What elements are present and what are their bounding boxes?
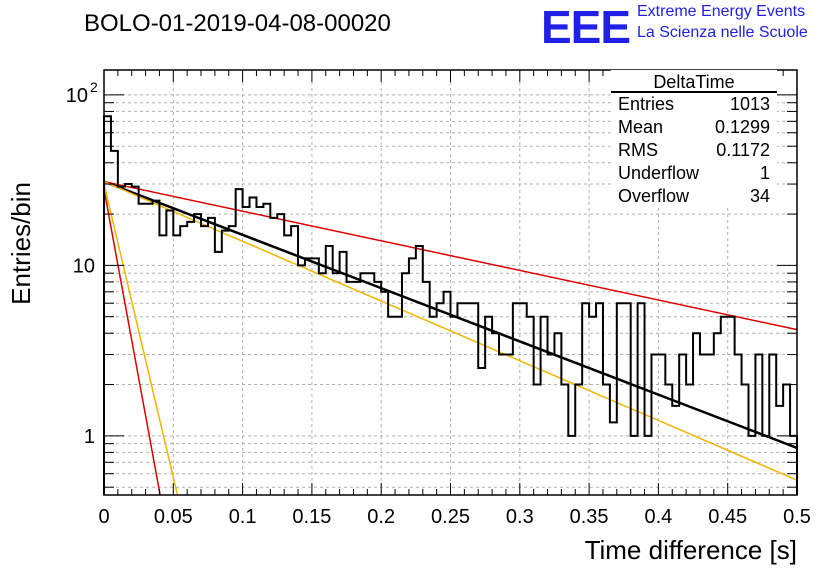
- x-tick-label: 0.15: [292, 506, 331, 528]
- run-title: BOLO-01-2019-04-08-00020: [84, 10, 391, 37]
- stats-title: DeltaTime: [653, 72, 734, 92]
- x-tick-label: 0.5: [783, 506, 811, 528]
- stats-label: Mean: [618, 117, 663, 137]
- stats-label: RMS: [618, 140, 658, 160]
- fit-curve: [103, 189, 161, 496]
- x-tick-label: 0.25: [431, 506, 470, 528]
- x-tick-label: 0: [98, 506, 109, 528]
- stats-value: 0.1172: [716, 140, 770, 160]
- tick-labels: 0 0.05 0.1 0.15 0.2 0.25 0.3 0.35 0.4 0.45 0.51101…: [66, 79, 811, 528]
- fit-curve: [103, 180, 798, 481]
- fit-curve: [103, 183, 179, 496]
- logo-subtitle-2: La Scienza nelle Scuole: [637, 24, 808, 41]
- histogram-outline: [103, 115, 798, 495]
- stats-label: Overflow: [618, 186, 690, 206]
- y-tick-label: 10: [66, 85, 88, 107]
- x-tick-label: 0.45: [708, 506, 747, 528]
- x-tick-label: 0.35: [570, 506, 609, 528]
- x-tick-label: 0.3: [506, 506, 534, 528]
- y-tick-exponent: 2: [90, 79, 98, 95]
- fit-curves: [103, 180, 798, 496]
- x-tick-label: 0.05: [154, 506, 193, 528]
- stats-box: DeltaTime Entries 1013 Mean 0.1299 RMS 0.1172…: [611, 70, 777, 206]
- fit-curve: [103, 180, 798, 331]
- stats-value: 34: [750, 186, 770, 206]
- stats-value: 1013: [730, 94, 770, 114]
- eee-logo: EEE: [541, 1, 631, 53]
- stats-value: 1: [760, 163, 770, 183]
- y-tick-label: 10: [73, 255, 95, 277]
- histogram-bins: [103, 115, 798, 495]
- x-tick-label: 0.1: [229, 506, 257, 528]
- x-tick-label: 0.4: [644, 506, 672, 528]
- x-tick-label: 0.2: [367, 506, 395, 528]
- logo-subtitle-1: Extreme Energy Events: [637, 3, 806, 20]
- x-axis-label: Time difference [s]: [585, 535, 797, 565]
- stats-value: 0.1299: [715, 117, 770, 137]
- stats-label: Underflow: [618, 163, 700, 183]
- y-axis-label: Entries/bin: [6, 182, 36, 305]
- stats-label: Entries: [618, 94, 674, 114]
- y-tick-label: 1: [84, 426, 95, 448]
